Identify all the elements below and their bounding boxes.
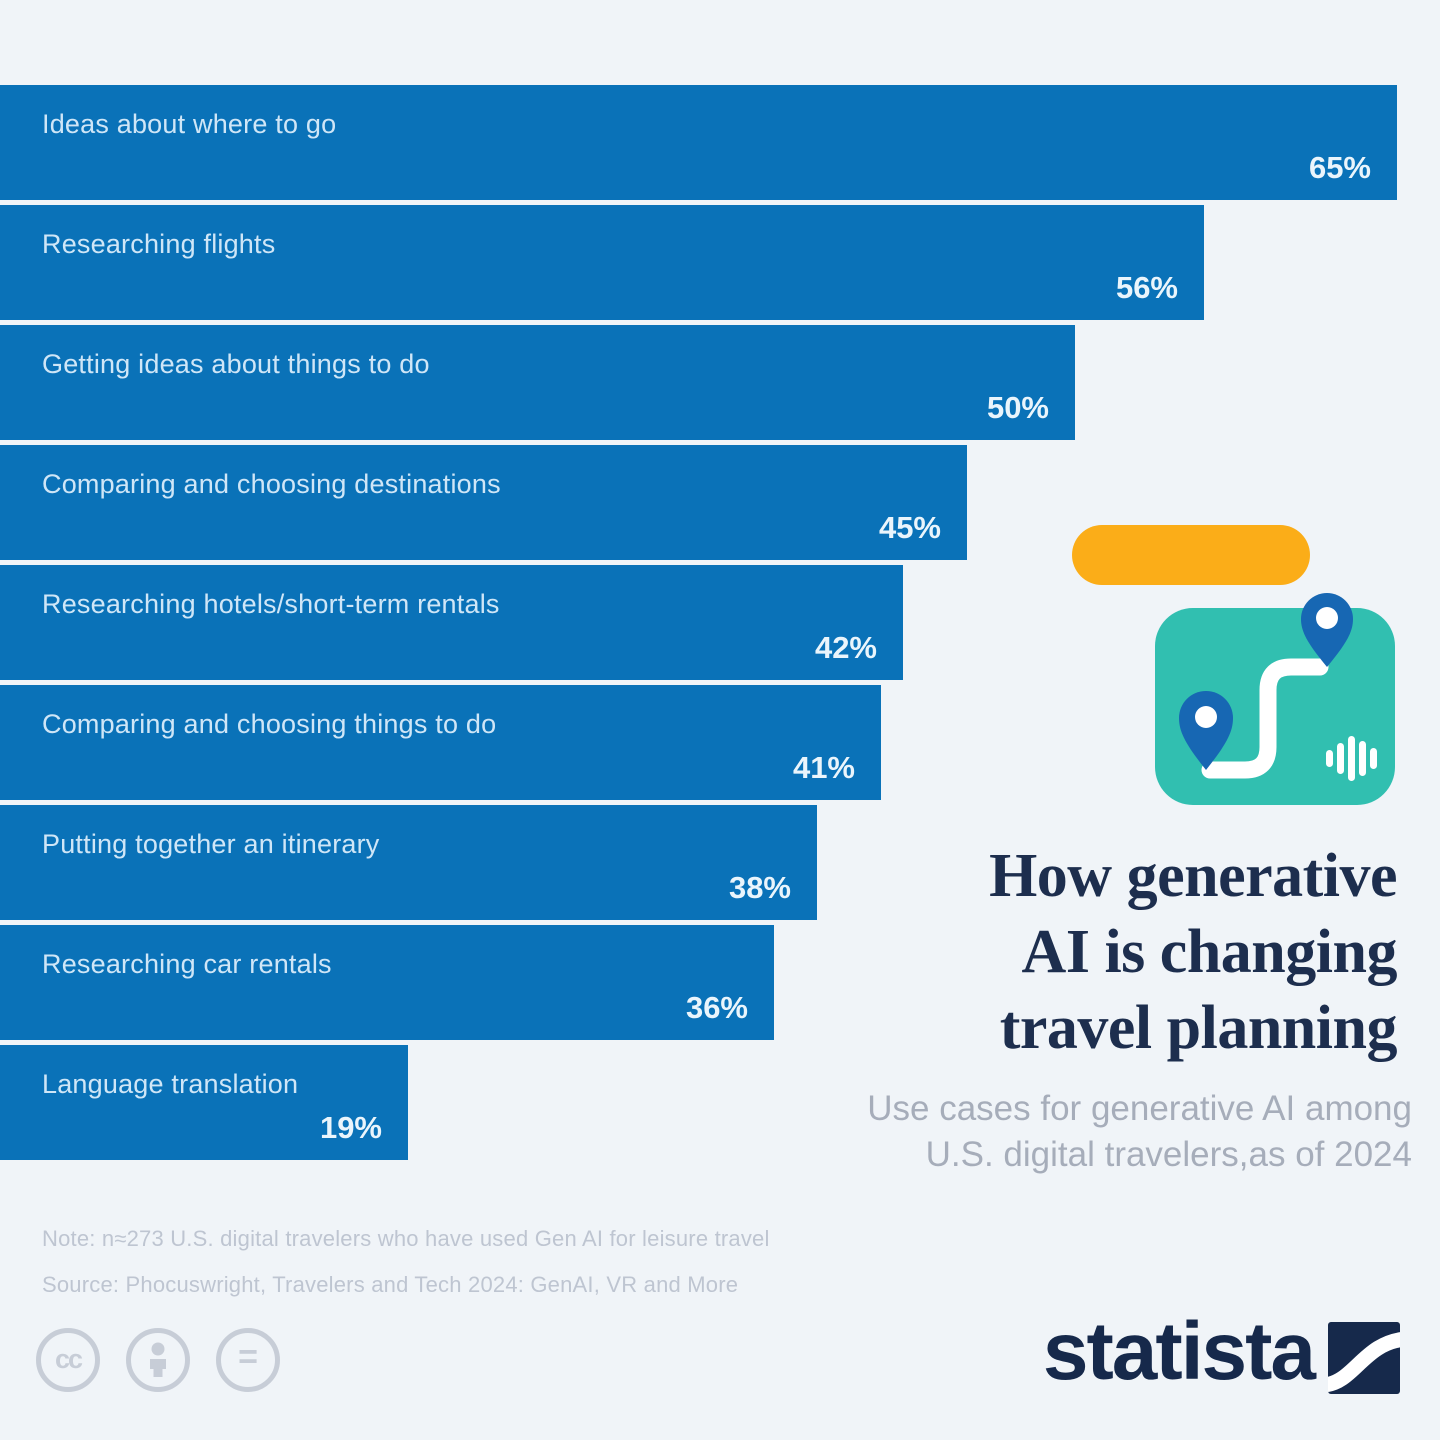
- bar: Comparing and choosing destinations 45%: [0, 445, 967, 560]
- statista-wordmark: statista: [1042, 1306, 1316, 1397]
- bar-chart: Ideas about where to go 65% Researching fl…: [0, 85, 1440, 1160]
- bar: Getting ideas about things to do 50%: [0, 325, 1075, 440]
- bar-value-label: 45%: [878, 510, 941, 545]
- bar-value-label: 38%: [728, 870, 791, 905]
- bar: Researching hotels/short-term rentals 42%: [0, 565, 903, 680]
- bar-value-label: 50%: [986, 390, 1049, 425]
- cc-nd-icon[interactable]: =: [216, 1328, 280, 1392]
- travel-route-map-icon: [1155, 593, 1395, 805]
- statista-logo[interactable]: statista: [1043, 1311, 1400, 1394]
- bar: Ideas about where to go 65%: [0, 85, 1397, 200]
- bar-category-label: Language translation: [42, 1069, 299, 1099]
- bar-category-label: Ideas about where to go: [42, 109, 337, 139]
- orange-accent-bar: [1072, 525, 1310, 585]
- bar-category-label: Researching flights: [42, 229, 276, 259]
- bar-row: Comparing and choosing destinations 45%: [0, 445, 1440, 560]
- cc-license-icon[interactable]: cc: [36, 1328, 100, 1392]
- chart-title: How generative AI is changing travel pla…: [837, 838, 1397, 1066]
- bar: Researching car rentals 36%: [0, 925, 774, 1040]
- bar-category-label: Getting ideas about things to do: [42, 349, 430, 379]
- destination-pin-icon: [1301, 593, 1353, 667]
- note-text: Note: n≈273 U.S. digital travelers who h…: [42, 1226, 770, 1251]
- chart-subtitle: Use cases for generative AI among U.S. d…: [792, 1086, 1412, 1178]
- bar-row: Language translation 19%: [0, 1045, 1440, 1160]
- bar: Putting together an itinerary 38%: [0, 805, 817, 920]
- chart-title-line: travel planning: [999, 994, 1398, 1062]
- bar-value-label: 65%: [1308, 150, 1371, 185]
- bar-row: Researching hotels/short-term rentals 42%: [0, 565, 1440, 680]
- source-text: Source: Phocuswright, Travelers and Tech…: [42, 1272, 739, 1297]
- bar-value-label: 42%: [814, 630, 877, 665]
- bar-category-label: Putting together an itinerary: [42, 829, 380, 859]
- bar-row: Ideas about where to go 65%: [0, 85, 1440, 200]
- nd-label: =: [238, 1337, 258, 1376]
- chart-subtitle-line: Use cases for generative AI among: [867, 1089, 1412, 1128]
- chart-title-line: How generative: [989, 842, 1397, 910]
- bar-value-label: 41%: [792, 750, 855, 785]
- statista-logo-mark: [1328, 1322, 1400, 1394]
- cc-label: cc: [54, 1343, 83, 1374]
- cc-attribution-icon[interactable]: [126, 1328, 190, 1392]
- license-icons: cc =: [36, 1328, 280, 1392]
- bar-row: Getting ideas about things to do 50%: [0, 325, 1440, 440]
- footnotes: Note: n≈273 U.S. digital travelers who h…: [42, 1216, 770, 1308]
- bar-value-label: 19%: [319, 1110, 382, 1145]
- bar-row: Putting together an itinerary 38%: [0, 805, 1440, 920]
- chart-title-line: AI is changing: [1021, 918, 1398, 986]
- bar-row: Comparing and choosing things to do 41%: [0, 685, 1440, 800]
- origin-pin-icon: [1179, 691, 1233, 770]
- bar-row: Researching flights 56%: [0, 205, 1440, 320]
- person-icon: [150, 1342, 166, 1377]
- bar-category-label: Researching hotels/short-term rentals: [42, 589, 500, 619]
- bar-category-label: Comparing and choosing things to do: [42, 709, 497, 739]
- bar-category-label: Researching car rentals: [42, 949, 332, 979]
- bar: Researching flights 56%: [0, 205, 1204, 320]
- route-path: [1201, 658, 1329, 779]
- bar-value-label: 56%: [1115, 270, 1178, 305]
- voice-waveform-icon: [1326, 736, 1377, 781]
- bar: Comparing and choosing things to do 41%: [0, 685, 881, 800]
- bar-value-label: 36%: [685, 990, 748, 1025]
- chart-subtitle-line: U.S. digital travelers,as of 2024: [925, 1135, 1412, 1174]
- bar: Language translation 19%: [0, 1045, 408, 1160]
- bar-row: Researching car rentals 36%: [0, 925, 1440, 1040]
- bar-category-label: Comparing and choosing destinations: [42, 469, 501, 499]
